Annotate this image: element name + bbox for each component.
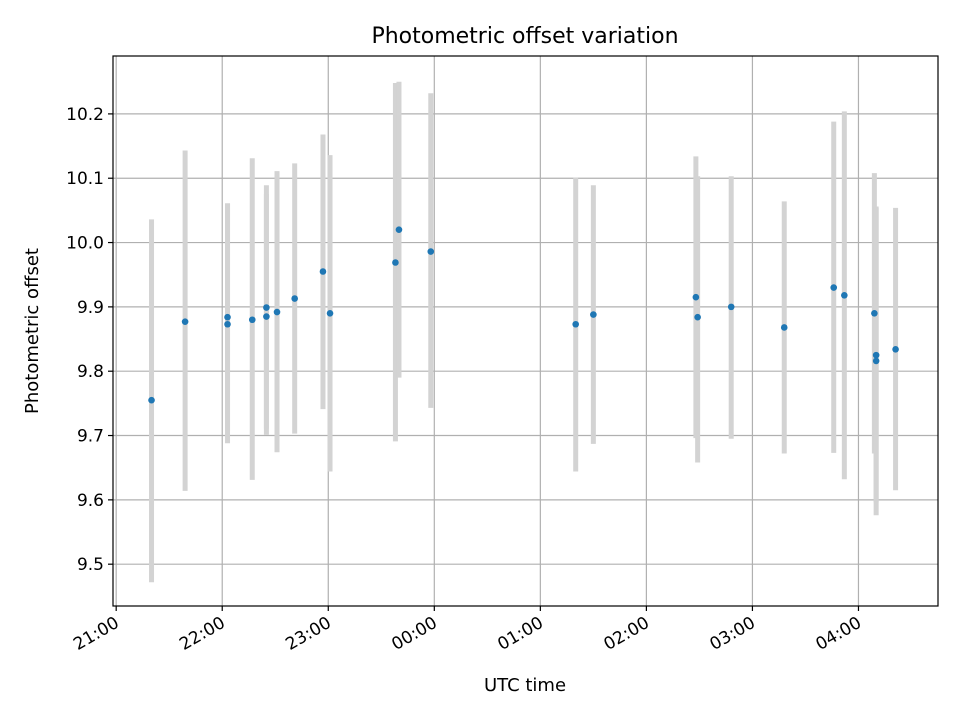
data-point bbox=[395, 226, 403, 233]
data-point bbox=[892, 346, 899, 353]
y-axis-label: Photometric offset bbox=[22, 248, 43, 414]
data-point bbox=[248, 316, 256, 324]
data-point bbox=[871, 310, 878, 317]
data-point bbox=[148, 396, 155, 404]
data-point bbox=[181, 318, 189, 325]
y-tick-label: 9.7 bbox=[77, 427, 104, 447]
plot-frame bbox=[112, 55, 939, 607]
y-tick-label: 9.9 bbox=[77, 298, 104, 318]
data-point bbox=[224, 313, 231, 321]
data-point bbox=[872, 351, 880, 359]
y-tick-label: 10.0 bbox=[66, 234, 104, 254]
data-point bbox=[319, 268, 327, 275]
y-tick-label: 10.2 bbox=[66, 105, 104, 125]
y-axis: 9.5 9.6 9.7 9.8 9.9 10.0 10.1 10.2 bbox=[66, 105, 113, 575]
data-point bbox=[392, 259, 399, 266]
y-tick-label: 9.8 bbox=[77, 362, 104, 382]
data-point bbox=[273, 308, 281, 316]
x-axis-label: UTC time bbox=[484, 675, 566, 696]
data-point bbox=[841, 291, 848, 299]
data-point bbox=[263, 304, 270, 311]
data-point bbox=[727, 303, 735, 311]
y-tick-label: 10.1 bbox=[66, 169, 104, 189]
data-point bbox=[224, 320, 231, 328]
data-point bbox=[291, 295, 298, 302]
data-point bbox=[780, 324, 788, 331]
chart-title: Photometric offset variation bbox=[371, 24, 678, 49]
data-point bbox=[263, 313, 270, 320]
data-point bbox=[326, 310, 334, 317]
y-tick-label: 9.6 bbox=[77, 491, 104, 511]
data-point bbox=[694, 313, 701, 321]
data-point bbox=[872, 357, 880, 365]
data-point bbox=[572, 320, 579, 328]
data-point bbox=[830, 284, 838, 291]
data-point bbox=[590, 311, 597, 318]
data-points bbox=[148, 226, 899, 404]
data-point bbox=[692, 293, 700, 301]
data-point bbox=[427, 248, 435, 255]
y-tick-label: 9.5 bbox=[77, 555, 104, 575]
